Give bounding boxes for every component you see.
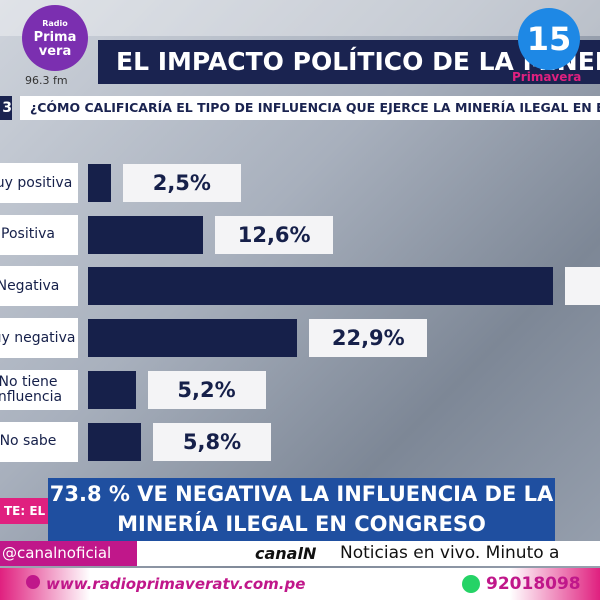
- logo-small: Radio: [42, 19, 68, 28]
- bar: [88, 422, 141, 461]
- title: EL IMPACTO POLÍTICO DE LA MINERÍ: [98, 40, 600, 84]
- category-label: Negativa: [0, 266, 78, 307]
- bar: [88, 319, 298, 358]
- category-label: Muy positiva: [0, 163, 78, 203]
- facebook-icon: [26, 575, 40, 589]
- channel-number: 15: [518, 8, 580, 70]
- ticker-text: Noticias en vivo. Minuto a: [340, 543, 560, 563]
- bar: [88, 164, 111, 202]
- category-label: Positiva: [0, 214, 78, 255]
- top-band: [0, 0, 600, 36]
- value-label: 5,2%: [147, 370, 266, 409]
- bar: [88, 215, 204, 254]
- question-number: 3: [0, 96, 12, 120]
- value-label: 5,8%: [153, 422, 271, 461]
- handle: @canalnoficial: [0, 541, 137, 566]
- value-label: 22,9%: [309, 319, 428, 358]
- category-label: No sabe: [0, 421, 78, 462]
- value-label: 2,5%: [122, 164, 241, 202]
- whatsapp-icon: [462, 575, 480, 593]
- logo-name: Primavera: [33, 30, 77, 59]
- bar: [88, 267, 554, 306]
- channel-name: Primavera: [512, 70, 582, 84]
- frequency: 96.3 fm: [25, 74, 68, 87]
- website: www.radioprimaveratv.com.pe: [46, 575, 306, 593]
- caption: 73.8 % VE NEGATIVA LA INFLUENCIA DE LA M…: [48, 478, 555, 541]
- bar: [88, 370, 136, 409]
- question: ¿CÓMO CALIFICARÍA EL TIPO DE INFLUENCIA …: [20, 96, 600, 120]
- footer: [0, 568, 600, 600]
- value-label: 12,6%: [215, 215, 334, 254]
- phone: 92018098: [486, 574, 581, 594]
- logo: Radio Primavera: [22, 5, 88, 71]
- source: TE: EL: [0, 498, 52, 524]
- category-label: Muy negativa: [0, 318, 78, 359]
- category-label: No tiene influencia: [0, 369, 78, 410]
- ticker-brand: canalN: [255, 544, 317, 563]
- value-label: 50: [565, 267, 600, 306]
